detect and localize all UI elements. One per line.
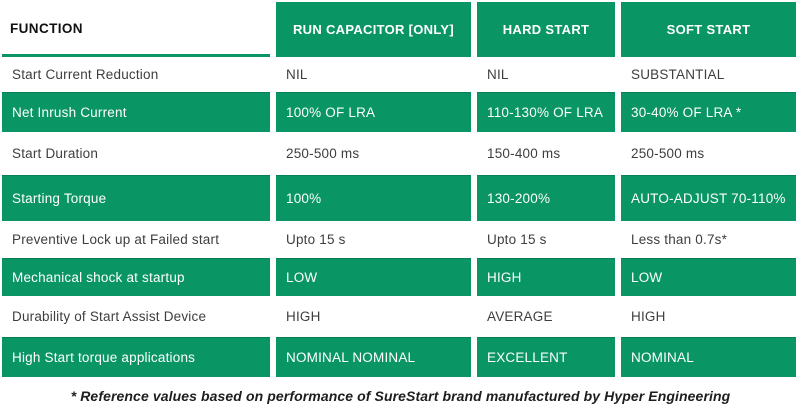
row-value: Upto 15 s	[487, 232, 547, 247]
row-value: NOMINAL NOMINAL	[276, 337, 471, 377]
row-value: 250-500 ms	[631, 146, 705, 161]
row-value: 100% OF LRA	[276, 92, 471, 132]
table-row-durability: Durability of Start Assist Device HIGH A…	[2, 296, 799, 337]
row-value: Upto 15 s	[286, 232, 346, 247]
function-column-header: FUNCTION	[2, 2, 270, 57]
row-label: Starting Torque	[2, 175, 270, 221]
row-value: EXCELLENT	[477, 337, 615, 377]
row-value: LOW	[276, 258, 471, 296]
row-value: AVERAGE	[487, 309, 553, 324]
table-row-high-start-torque: High Start torque applications NOMINAL N…	[2, 337, 799, 377]
table-row-starting-torque: Starting Torque 100% 130-200% AUTO-ADJUS…	[2, 175, 799, 221]
row-value: HIGH	[631, 309, 666, 324]
row-label: Net Inrush Current	[2, 92, 270, 132]
table-header-row: FUNCTION RUN CAPACITOR [ONLY] HARD START…	[2, 2, 799, 57]
column-header-soft-start: SOFT START	[621, 2, 796, 57]
row-value: AUTO-ADJUST 70-110%	[621, 175, 796, 221]
row-label: Start Duration	[12, 146, 99, 161]
row-label: Preventive Lock up at Failed start	[12, 232, 220, 247]
row-value: NIL	[286, 67, 308, 82]
table-row-net-inrush-current: Net Inrush Current 100% OF LRA 110-130% …	[2, 92, 799, 132]
column-header-hard-start: HARD START	[477, 2, 615, 57]
row-value: 30-40% OF LRA *	[621, 92, 796, 132]
table-row-mechanical-shock: Mechanical shock at startup LOW HIGH LOW	[2, 258, 799, 296]
row-value: HIGH	[477, 258, 615, 296]
row-value: 150-400 ms	[487, 146, 561, 161]
table-row-start-duration: Start Duration 250-500 ms 150-400 ms 250…	[2, 132, 799, 175]
column-header-run-capacitor: RUN CAPACITOR [ONLY]	[276, 2, 471, 57]
row-value: SUBSTANTIAL	[631, 67, 725, 82]
table-row-start-current-reduction: Start Current Reduction NIL NIL SUBSTANT…	[2, 57, 799, 92]
row-label: Mechanical shock at startup	[2, 258, 270, 296]
row-value: 130-200%	[477, 175, 615, 221]
row-value: NOMINAL	[621, 337, 796, 377]
row-value: HIGH	[286, 309, 321, 324]
footnote: * Reference values based on performance …	[70, 387, 731, 404]
row-label: Durability of Start Assist Device	[12, 309, 207, 324]
row-value: Less than 0.7s*	[631, 232, 728, 247]
row-value: 110-130% OF LRA	[477, 92, 615, 132]
table-row-preventive-lockup: Preventive Lock up at Failed start Upto …	[2, 221, 799, 258]
row-value: NIL	[487, 67, 509, 82]
row-label: Start Current Reduction	[12, 67, 159, 82]
row-value: 100%	[276, 175, 471, 221]
row-label: High Start torque applications	[2, 337, 270, 377]
row-value: 250-500 ms	[286, 146, 360, 161]
row-value: LOW	[621, 258, 796, 296]
